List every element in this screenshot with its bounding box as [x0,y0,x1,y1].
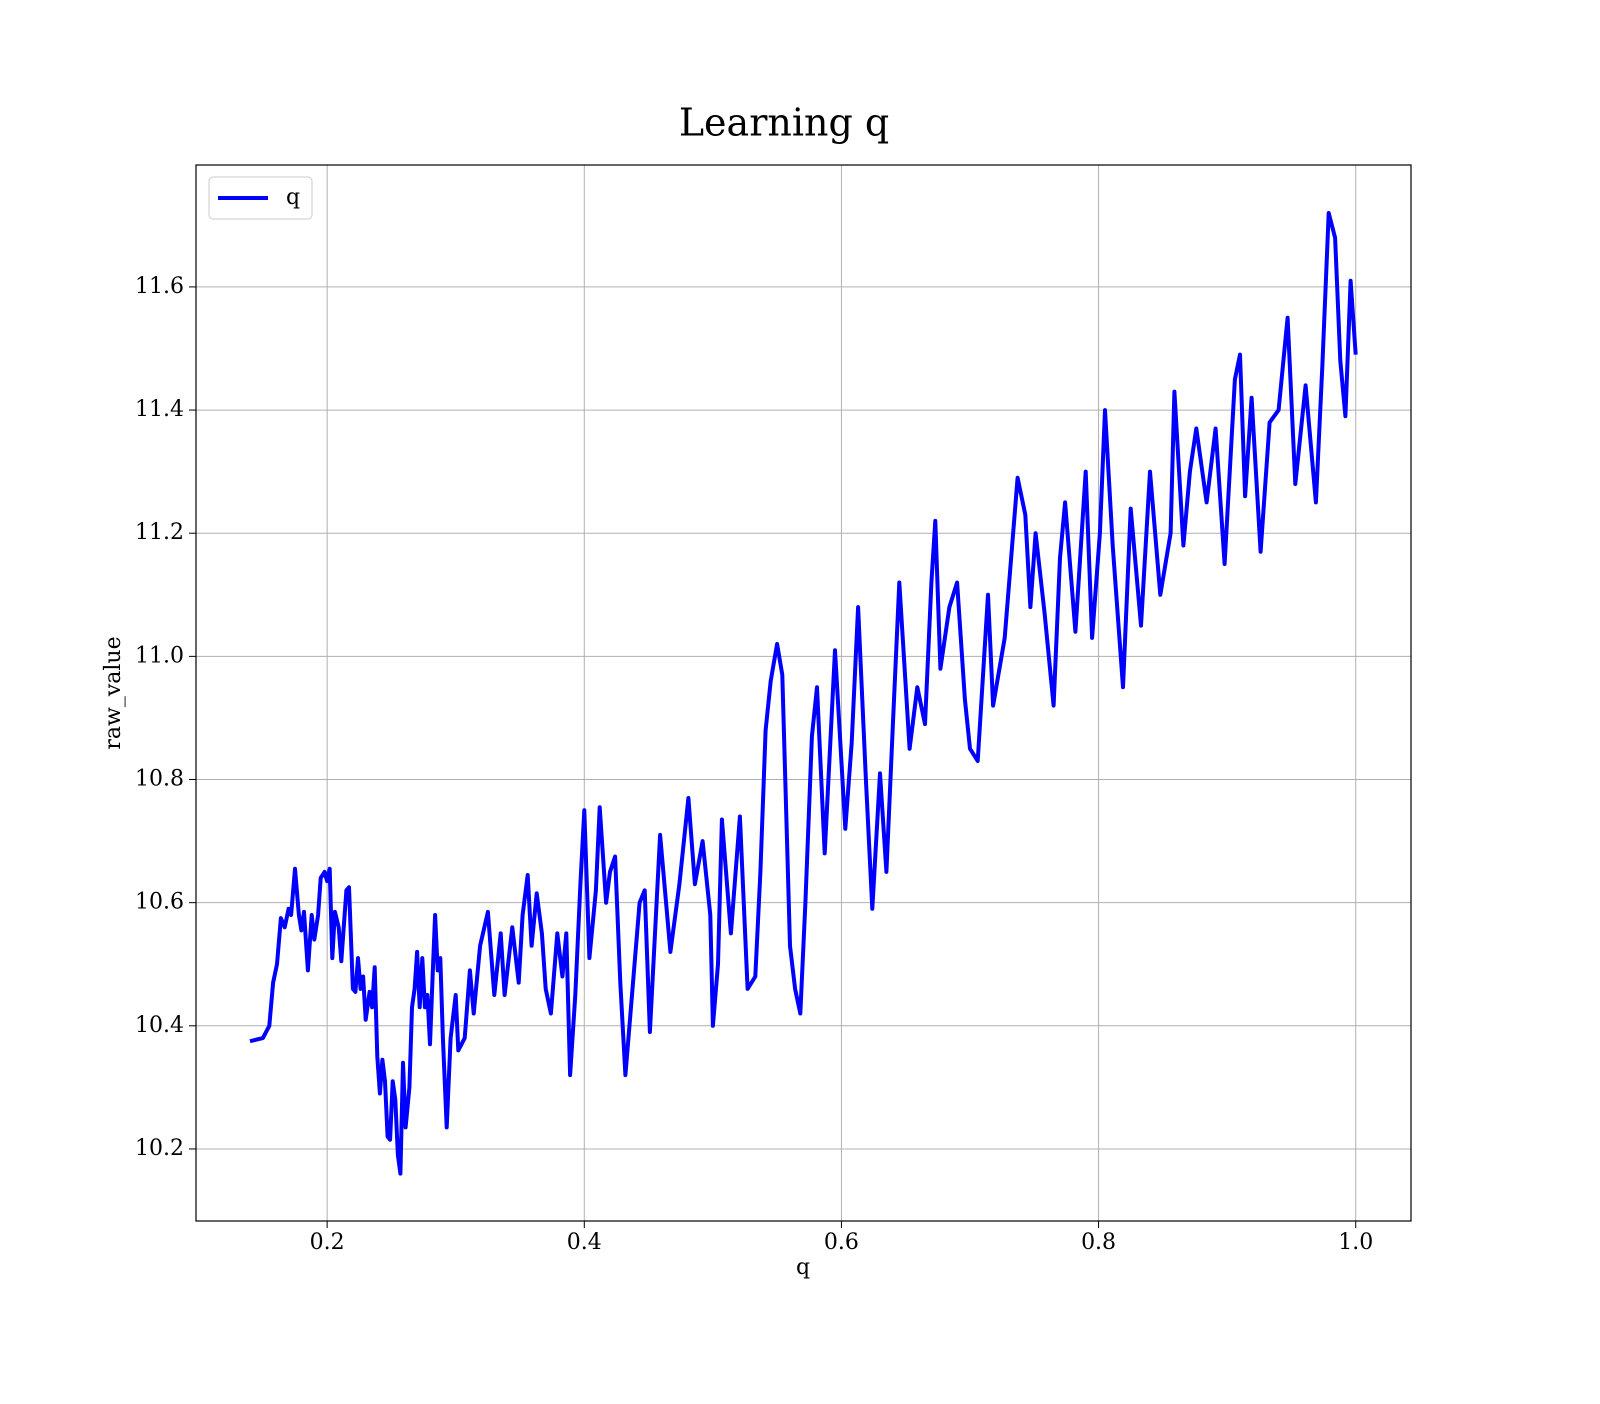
legend-label: q [286,185,300,210]
chart-title: Learning q [679,101,889,145]
plot-frame [195,164,1412,1222]
y-tick-label: 11.4 [135,397,184,422]
x-tick-label: 0.4 [567,1230,602,1255]
x-axis-label: q [796,1255,810,1280]
y-tick-label: 11.0 [135,643,184,668]
y-axis-label: raw_value [101,636,126,749]
y-tick-label: 10.4 [135,1013,184,1038]
x-tick-label: 0.8 [1081,1230,1116,1255]
line-series [249,211,1358,1176]
y-tick-label: 10.6 [135,890,184,915]
x-tick-label: 0.2 [310,1230,345,1255]
y-tick-label: 10.8 [135,767,184,792]
y-tick-label: 10.2 [135,1136,184,1161]
y-tick-label: 11.6 [135,274,184,299]
x-tick-label: 1.0 [1338,1230,1373,1255]
x-tick-label: 0.6 [824,1230,859,1255]
y-tick-label: 11.2 [135,520,184,545]
